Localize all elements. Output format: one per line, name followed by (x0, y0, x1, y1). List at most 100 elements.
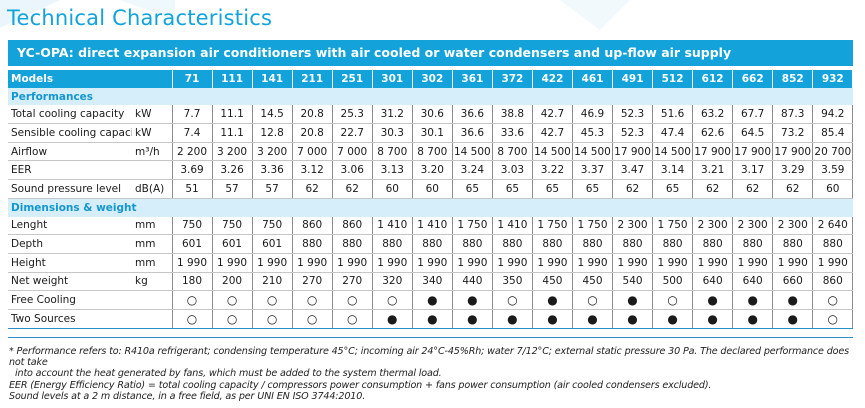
model-header: 141 (252, 70, 293, 88)
table-cell: 3.03 (492, 160, 533, 181)
table-row: Total cooling capacity kW 7.7 11.1 14.5 20.8 2… (8, 105, 854, 125)
model-header: 662 (732, 70, 774, 88)
table-cell: ● (412, 290, 453, 310)
table-cell: 1 410 (492, 216, 533, 236)
table-cell: 85.4 (812, 123, 854, 143)
table-cell: 1 750 (532, 216, 573, 236)
table-cell: 3.47 (612, 160, 654, 181)
table-cell: 860 (812, 272, 854, 292)
model-header: 422 (532, 70, 573, 88)
table-cell: 3.29 (772, 160, 814, 181)
table-cell: 601 (212, 234, 253, 254)
row-label: Depth (8, 234, 132, 254)
table-row: EER 3.69 3.26 3.36 3.12 3.06 3.13 3.20 3.24 3.03 3… (8, 160, 854, 181)
table-cell: 2 300 (692, 216, 734, 236)
row-unit (132, 290, 173, 310)
table-cell: 450 (532, 272, 573, 292)
row-unit: mm (132, 234, 173, 254)
table-cell: 880 (492, 234, 533, 254)
table-cell: 30.1 (412, 123, 453, 143)
table-cell: 3.21 (692, 160, 734, 181)
row-unit: m³/h (132, 142, 173, 162)
section-row: Performances (8, 87, 853, 106)
table-cell: 3.22 (532, 160, 573, 181)
table-cell: ● (532, 309, 573, 329)
table-cell: 750 (252, 216, 293, 236)
table-cell: 8 700 (492, 142, 533, 162)
row-label: Total cooling capacity (8, 105, 132, 125)
row-label: Free Cooling (8, 290, 132, 310)
table-cell: 1 410 (412, 216, 453, 236)
table-cell: 62 (692, 179, 734, 199)
table-cell: 880 (732, 234, 774, 254)
table-cell: 350 (492, 272, 533, 292)
table-cell: 880 (332, 234, 373, 254)
table-cell: 17 900 (772, 142, 814, 162)
row-label: Two Sources (8, 309, 132, 329)
table-cell: 36.6 (452, 123, 493, 143)
table-cell: 270 (292, 272, 333, 292)
table-cell: 20.8 (292, 105, 333, 125)
table-cell: 880 (292, 234, 333, 254)
table-cell: 1 990 (412, 253, 453, 273)
table-cell: 67.7 (732, 105, 774, 125)
table-cell: 30.6 (412, 105, 453, 125)
table-cell: 62 (292, 179, 333, 199)
table-cell: 3.12 (292, 160, 333, 181)
table-cell: 14.5 (252, 105, 293, 125)
table-cell: 57 (212, 179, 253, 199)
table-cell: 270 (332, 272, 373, 292)
row-label: Sensible cooling capacity (8, 123, 132, 143)
table-cell: 880 (572, 234, 614, 254)
model-header: 491 (612, 70, 654, 88)
table-cell: 180 (172, 272, 213, 292)
table-cell: 880 (612, 234, 654, 254)
row-label: Lenght (8, 216, 132, 236)
model-header: 361 (452, 70, 493, 88)
table-cell: 640 (732, 272, 774, 292)
model-header: 372 (492, 70, 533, 88)
row-label: Height (8, 253, 132, 273)
table-cell: 20 700 (812, 142, 854, 162)
table-cell: 1 990 (532, 253, 573, 273)
table-cell: 1 990 (772, 253, 814, 273)
model-header: 852 (772, 70, 814, 88)
table-cell: 540 (612, 272, 654, 292)
model-header: 71 (172, 70, 213, 88)
table-cell: 450 (572, 272, 614, 292)
table-cell: 17 900 (732, 142, 774, 162)
row-label: Airflow (8, 142, 132, 162)
table-cell: 65 (572, 179, 614, 199)
table-cell: 64.5 (732, 123, 774, 143)
table-cell: 3.17 (732, 160, 774, 181)
table-cell: 20.8 (292, 123, 333, 143)
section-title: Performances (8, 87, 853, 106)
table-cell: 1 990 (692, 253, 734, 273)
table-cell: 36.6 (452, 105, 493, 125)
table-cell: 880 (452, 234, 493, 254)
table-cell: 601 (252, 234, 293, 254)
table-cell: ○ (332, 309, 373, 329)
table-cell: 62 (772, 179, 814, 199)
table-cell: 3 200 (252, 142, 293, 162)
table-cell: 63.2 (692, 105, 734, 125)
table-cell: 1 990 (212, 253, 253, 273)
model-header: 612 (692, 70, 734, 88)
table-cell: 14 500 (652, 142, 694, 162)
table-cell: 42.7 (532, 105, 573, 125)
table-cell: ○ (812, 309, 854, 329)
table-cell: 1 990 (652, 253, 694, 273)
table-cell: 1 990 (172, 253, 213, 273)
row-unit: mm (132, 216, 173, 236)
table-cell: 87.3 (772, 105, 814, 125)
table-cell: 880 (532, 234, 573, 254)
table-cell: 880 (692, 234, 734, 254)
table-cell: 8 700 (412, 142, 453, 162)
table-cell: 1 750 (572, 216, 614, 236)
table-cell: ○ (292, 309, 333, 329)
table-cell: 30.3 (372, 123, 413, 143)
table-cell: 1 990 (612, 253, 654, 273)
table-cell: 3.26 (212, 160, 253, 181)
table-cell: 62 (732, 179, 774, 199)
table-cell: 12.8 (252, 123, 293, 143)
